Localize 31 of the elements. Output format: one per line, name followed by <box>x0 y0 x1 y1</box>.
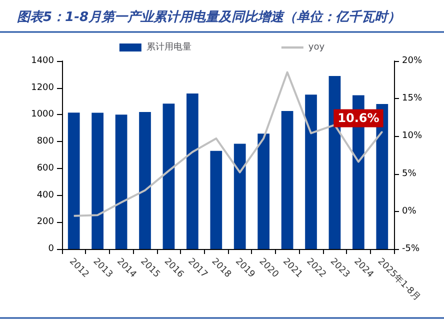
y-tick-label: 800 <box>36 136 54 147</box>
y2-tick-label: -5% <box>402 244 420 254</box>
bar <box>139 112 151 249</box>
y-tick-label: 200 <box>36 217 54 228</box>
bar <box>210 150 222 249</box>
chart-title: 图表5：1-8月第一产业累计用电量及同比增速（单位：亿千瓦时） <box>17 9 401 25</box>
y2-tick-label: 20% <box>402 56 422 66</box>
bar <box>162 104 175 249</box>
y-tick-label: 0 <box>48 244 54 254</box>
y-tick-label: 1400 <box>31 56 54 66</box>
bar <box>68 112 80 249</box>
y-tick-label: 600 <box>36 163 54 174</box>
bar <box>281 110 294 249</box>
bar <box>186 93 198 249</box>
legend-label: yoy <box>308 42 326 52</box>
bar <box>258 134 270 249</box>
bar <box>328 76 341 249</box>
line-series <box>72 71 384 217</box>
y2-tick-label: 5% <box>402 168 417 179</box>
legend-label: 累计用电量 <box>146 42 192 52</box>
bar <box>92 112 104 249</box>
y2-tick-label: 15% <box>402 94 422 104</box>
data-label: 10.6% <box>338 111 380 126</box>
y2-tick-label: 0% <box>402 206 417 216</box>
bar <box>115 114 128 249</box>
y-tick-label: 1200 <box>31 82 54 93</box>
y-tick-label: 1000 <box>31 110 54 120</box>
y-tick-label: 400 <box>36 190 54 200</box>
y2-tick-label: 10% <box>402 131 422 142</box>
bar <box>234 144 246 249</box>
bar <box>305 94 317 249</box>
